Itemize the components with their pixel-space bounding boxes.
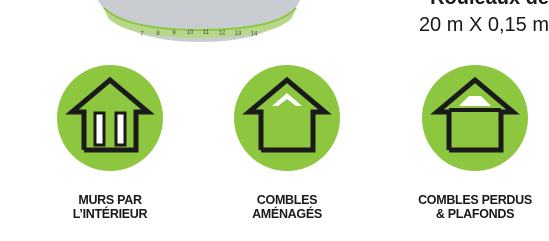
tape-roll xyxy=(98,0,300,42)
icon-murs xyxy=(57,65,163,171)
page: 7891011121314 Rouleaux de 20 m X 0,15 m … xyxy=(0,0,549,241)
ruler-label: 10 xyxy=(187,30,194,36)
ruler-label: 11 xyxy=(203,30,210,36)
header-line1: Rouleaux de xyxy=(430,0,549,9)
icon-combles-amenages xyxy=(234,65,340,171)
item-label: L’INTÉRIEUR xyxy=(73,206,148,221)
ruler-label: 12 xyxy=(219,30,226,36)
ruler-label: 13 xyxy=(235,31,242,37)
item-label: & PLAFONDS xyxy=(436,207,514,221)
item-label: AMÉNAGÉS xyxy=(252,206,322,221)
ruler-label: 14 xyxy=(251,32,258,38)
header-line2: 20 m X 0,15 m xyxy=(419,14,549,36)
item-label: COMBLES PERDUS xyxy=(418,193,532,207)
item-label: MURS PAR xyxy=(78,193,142,207)
item-label: COMBLES xyxy=(257,193,317,207)
icon-combles-perdus xyxy=(422,65,528,171)
